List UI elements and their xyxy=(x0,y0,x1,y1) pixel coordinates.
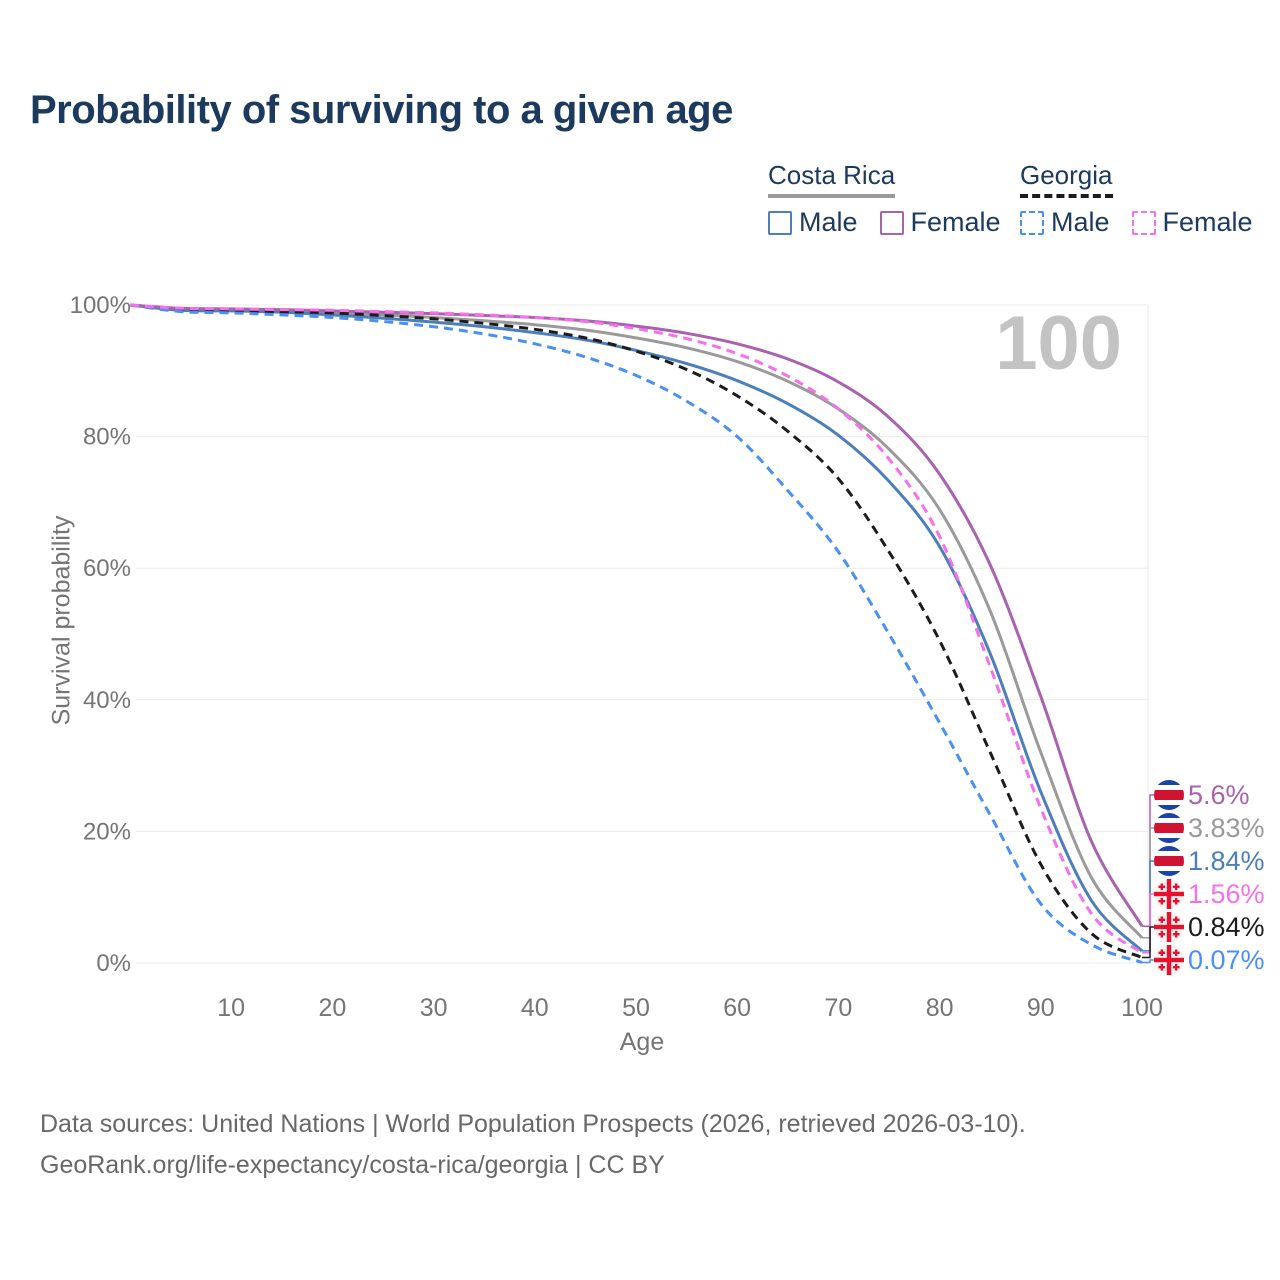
y-tick-label-80: 80% xyxy=(83,424,131,451)
curve-georgia-male[interactable] xyxy=(129,303,1143,964)
legend-item-georgia-female[interactable]: Female xyxy=(1131,207,1253,238)
legend-header-georgia[interactable]: Georgia xyxy=(1020,160,1113,198)
georgia-male-swatch-icon xyxy=(1020,210,1044,235)
legend-header-costa-rica[interactable]: Costa Rica xyxy=(768,160,896,198)
attribution-line: GeoRank.org/life-expectancy/costa-rica/g… xyxy=(40,1151,665,1179)
costa-rica-female-swatch-icon xyxy=(879,210,904,235)
legend-item-georgia-male[interactable]: Male xyxy=(1020,207,1110,238)
legend-group-costa-rica: Costa Rica Male Female xyxy=(768,160,1001,238)
footer: Data sources: United Nations | World Pop… xyxy=(40,1104,1026,1186)
page-title: Probability of surviving to a given age xyxy=(30,88,733,132)
end-label-georgia[interactable]: 0.84% xyxy=(1188,912,1265,942)
curve-costa-rica-male[interactable] xyxy=(129,303,1144,952)
end-label-costa-rica[interactable]: 3.83% xyxy=(1188,813,1265,843)
costa-rica-male-swatch-icon xyxy=(768,210,792,235)
survival-probability-chart: 100 0% 20% 40% 60% 80% 100% 10 20 30 40 50 60 70 80 90 1… xyxy=(70,292,1265,1056)
legend-group-georgia: Georgia Male Female xyxy=(1020,160,1253,238)
x-tick-label-10: 10 xyxy=(217,994,245,1022)
legend-items-georgia: Male Female xyxy=(1020,207,1253,238)
end-label-georgia-female[interactable]: 1.56% xyxy=(1188,879,1265,909)
legend-label-costa-rica-male: Male xyxy=(799,207,858,237)
x-tick-label-20: 20 xyxy=(318,994,346,1022)
x-tick-label-50: 50 xyxy=(622,994,650,1022)
x-tick-label-60: 60 xyxy=(723,994,751,1022)
x-tick-label-70: 70 xyxy=(824,994,852,1022)
y-tick-label-100: 100% xyxy=(70,292,131,319)
legend-item-costa-rica-male[interactable]: Male xyxy=(768,207,858,238)
legend-label-georgia-male: Male xyxy=(1051,207,1110,237)
end-label-connector-georgia xyxy=(1142,926,1154,959)
costa-rica-flag-icon xyxy=(1154,780,1184,810)
legend-items-costa-rica: Male Female xyxy=(768,207,1001,238)
georgia-flag-icon xyxy=(1154,912,1184,942)
y-tick-label-20: 20% xyxy=(83,818,131,845)
end-label-connector-georgia-female xyxy=(1142,893,1154,954)
curve-costa-rica-female[interactable] xyxy=(129,303,1144,927)
legend-label-costa-rica-female: Female xyxy=(910,207,1001,237)
legend-label-georgia-female: Female xyxy=(1162,207,1253,237)
end-label-connector-georgia-male xyxy=(1142,959,1154,964)
georgia-female-swatch-icon xyxy=(1131,210,1156,235)
georgia-flag-icon xyxy=(1154,879,1184,909)
y-tick-label-40: 40% xyxy=(83,687,131,714)
end-label-costa-rica-male[interactable]: 1.84% xyxy=(1188,846,1265,876)
x-tick-label-90: 90 xyxy=(1027,994,1055,1022)
y-tick-label-60: 60% xyxy=(83,555,131,582)
curve-georgia[interactable] xyxy=(129,303,1143,959)
x-tick-label-40: 40 xyxy=(521,994,549,1022)
costa-rica-flag-icon xyxy=(1154,813,1184,843)
y-tick-label-0: 0% xyxy=(96,950,131,977)
x-tick-label-80: 80 xyxy=(926,994,954,1022)
end-label-georgia-male[interactable]: 0.07% xyxy=(1188,945,1265,975)
x-tick-label-30: 30 xyxy=(420,994,448,1022)
x-axis-title: Age xyxy=(620,1028,664,1056)
georgia-flag-icon xyxy=(1154,945,1184,975)
legend-item-costa-rica-female[interactable]: Female xyxy=(879,207,1001,238)
x-tick-label-100: 100 xyxy=(1121,994,1163,1022)
costa-rica-flag-icon xyxy=(1154,846,1184,876)
curve-costa-rica[interactable] xyxy=(129,303,1144,939)
data-sources-line: Data sources: United Nations | World Pop… xyxy=(40,1110,1026,1138)
end-label-costa-rica-female[interactable]: 5.6% xyxy=(1188,780,1250,810)
age-watermark: 100 xyxy=(995,301,1122,386)
curve-georgia-female[interactable] xyxy=(129,303,1143,954)
